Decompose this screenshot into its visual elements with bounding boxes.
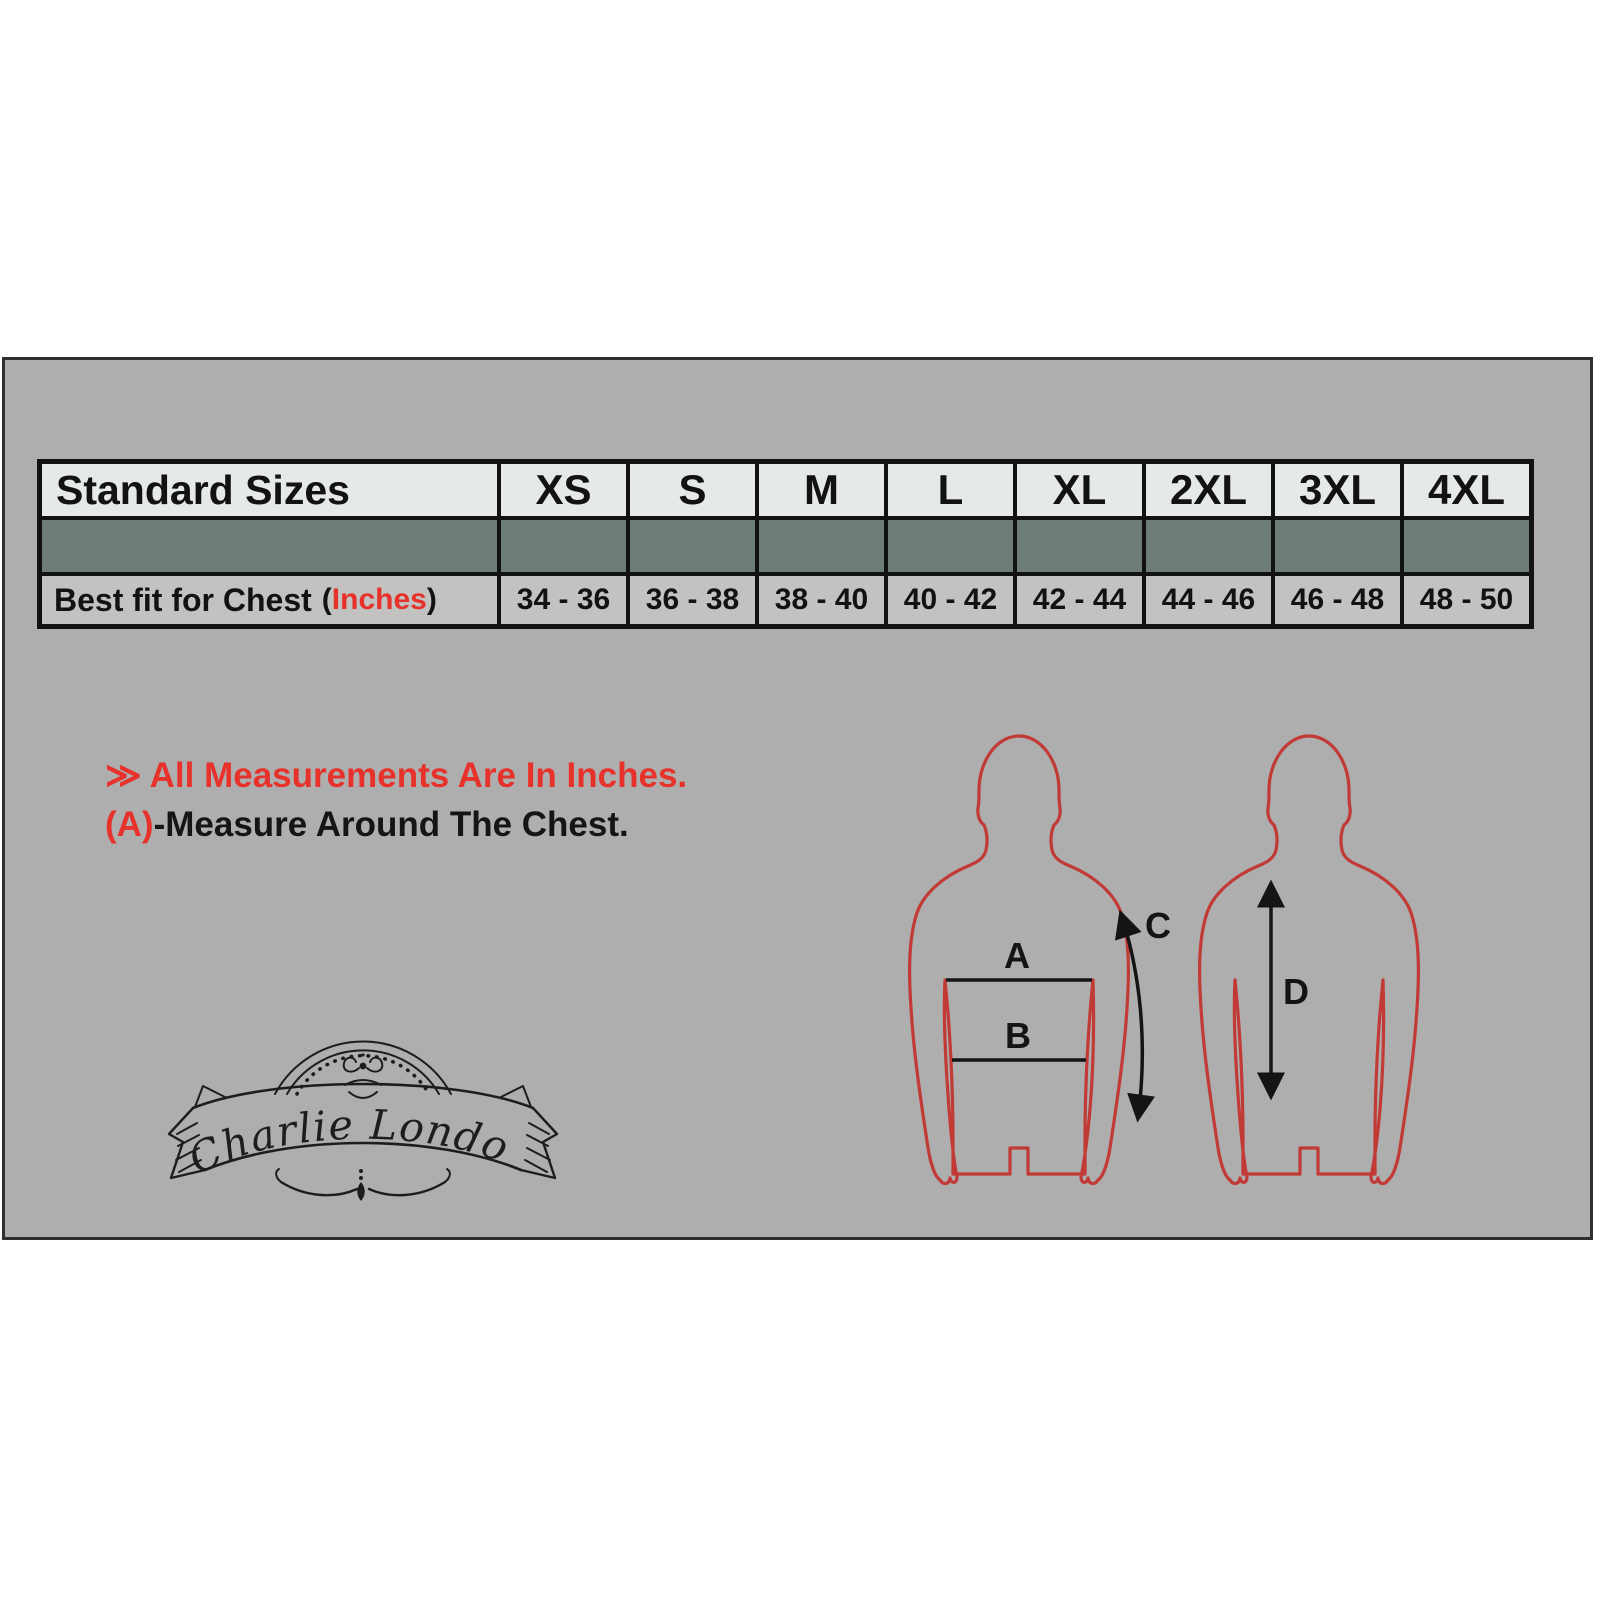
spacer-cell <box>42 520 497 572</box>
note-measurements: ≫ All Measurements Are In Inches. <box>105 758 687 793</box>
measurement-figures: A B C D <box>872 712 1472 1212</box>
spacer-cell <box>888 520 1013 572</box>
header-label-text: Standard Sizes <box>56 466 350 513</box>
gray-panel: Standard Sizes XS S M L XL 2XL 3XL 4XL B… <box>2 357 1593 1240</box>
label-d: D <box>1283 971 1309 1012</box>
measurement-notes: ≫ All Measurements Are In Inches. (A)-Mea… <box>105 758 687 842</box>
chest-value-2xl: 44 - 46 <box>1146 576 1271 624</box>
size-header-xl: XL <box>1017 464 1142 516</box>
brand-logo: Charlie London <box>163 1030 563 1202</box>
chest-value-m: 38 - 40 <box>759 576 884 624</box>
size-header-2xl: 2XL <box>1146 464 1271 516</box>
label-b: B <box>1005 1015 1031 1056</box>
charlie-london-logo-icon: Charlie London <box>163 1030 559 1201</box>
body-diagram-icon: A B C D <box>907 734 1421 1186</box>
double-chevron-icon: ≫ <box>105 756 142 795</box>
size-header-4xl: 4XL <box>1404 464 1529 516</box>
chest-label-text: Best fit for Chest <box>54 581 312 618</box>
label-a: A <box>1004 935 1030 976</box>
note-line2-text: -Measure Around The Chest. <box>153 805 629 844</box>
spacer-cell <box>1017 520 1142 572</box>
chest-paren-close: ) <box>426 583 437 616</box>
spacer-cell <box>501 520 626 572</box>
chest-value-3xl: 46 - 48 <box>1275 576 1400 624</box>
size-header-s: S <box>630 464 755 516</box>
spacer-cell <box>759 520 884 572</box>
spacer-cell <box>1146 520 1271 572</box>
size-header-m: M <box>759 464 884 516</box>
chest-unit-group: (Inches) <box>322 583 437 617</box>
chest-value-l: 40 - 42 <box>888 576 1013 624</box>
back-body-outline <box>1197 734 1421 1186</box>
spacer-cell <box>630 520 755 572</box>
note-line1-text: All Measurements Are In Inches. <box>149 756 688 795</box>
size-header-3xl: 3XL <box>1275 464 1400 516</box>
label-c: C <box>1145 905 1171 946</box>
chest-value-xl: 42 - 44 <box>1017 576 1142 624</box>
spacer-cell <box>1404 520 1529 572</box>
note-chest: (A)-Measure Around The Chest. <box>105 807 687 842</box>
chest-paren-open: ( <box>321 583 332 616</box>
chest-value-s: 36 - 38 <box>630 576 755 624</box>
chest-value-xs: 34 - 36 <box>501 576 626 624</box>
size-table: Standard Sizes XS S M L XL 2XL 3XL 4XL B… <box>37 459 1534 629</box>
size-header-xs: XS <box>501 464 626 516</box>
chest-row-label: Best fit for Chest (Inches) <box>42 576 497 624</box>
chest-value-4xl: 48 - 50 <box>1404 576 1529 624</box>
chest-unit-text: Inches <box>331 583 427 616</box>
table-header-label: Standard Sizes <box>42 464 497 516</box>
size-header-l: L <box>888 464 1013 516</box>
note-a-prefix: (A) <box>105 805 154 844</box>
measure-curve-c <box>1114 909 1155 1123</box>
spacer-cell <box>1275 520 1400 572</box>
